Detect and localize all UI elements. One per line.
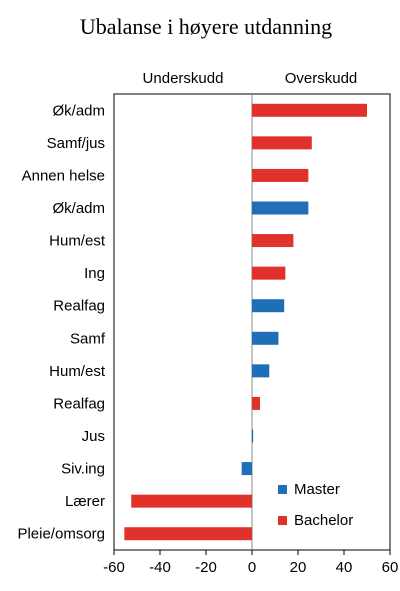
category-label-11: Siv.ing bbox=[61, 461, 105, 478]
bar-4 bbox=[252, 234, 294, 248]
bar-6 bbox=[252, 299, 285, 313]
bar-8 bbox=[252, 364, 270, 378]
x-tick-label-4: 20 bbox=[290, 559, 307, 576]
category-label-10: Jus bbox=[82, 428, 105, 445]
left-header: Underskudd bbox=[143, 70, 224, 87]
legend-label-1: Bachelor bbox=[294, 512, 353, 529]
category-label-4: Hum/est bbox=[49, 233, 106, 250]
category-label-2: Annen helse bbox=[22, 167, 105, 184]
bar-12 bbox=[131, 494, 252, 508]
bar-1 bbox=[252, 136, 312, 150]
bar-3 bbox=[252, 201, 309, 215]
bar-5 bbox=[252, 266, 286, 280]
x-tick-label-6: 60 bbox=[382, 559, 399, 576]
legend-swatch-1 bbox=[278, 516, 287, 525]
category-label-0: Øk/adm bbox=[52, 102, 105, 119]
category-label-1: Samf/jus bbox=[47, 135, 105, 152]
bar-9 bbox=[252, 396, 261, 410]
bar-7 bbox=[252, 331, 279, 345]
category-label-7: Samf bbox=[70, 330, 106, 347]
category-label-13: Pleie/omsorg bbox=[17, 526, 105, 543]
x-tick-label-3: 0 bbox=[248, 559, 256, 576]
x-tick-label-1: -40 bbox=[149, 559, 171, 576]
category-label-9: Realfag bbox=[53, 395, 105, 412]
category-label-12: Lærer bbox=[65, 493, 105, 510]
x-tick-label-2: -20 bbox=[195, 559, 217, 576]
x-tick-label-0: -60 bbox=[103, 559, 125, 576]
legend-label-0: Master bbox=[294, 481, 340, 498]
category-label-3: Øk/adm bbox=[52, 200, 105, 217]
category-label-6: Realfag bbox=[53, 298, 105, 315]
bar-0 bbox=[252, 103, 367, 117]
category-label-5: Ing bbox=[84, 265, 105, 282]
x-tick-label-5: 40 bbox=[336, 559, 353, 576]
category-label-8: Hum/est bbox=[49, 363, 106, 380]
legend-swatch-0 bbox=[278, 485, 287, 494]
bar-10 bbox=[252, 429, 254, 443]
bar-11 bbox=[241, 462, 252, 476]
right-header: Overskudd bbox=[285, 70, 358, 87]
chart-title: Ubalanse i høyere utdanning bbox=[80, 14, 332, 39]
bar-2 bbox=[252, 168, 309, 182]
bar-13 bbox=[124, 527, 252, 541]
